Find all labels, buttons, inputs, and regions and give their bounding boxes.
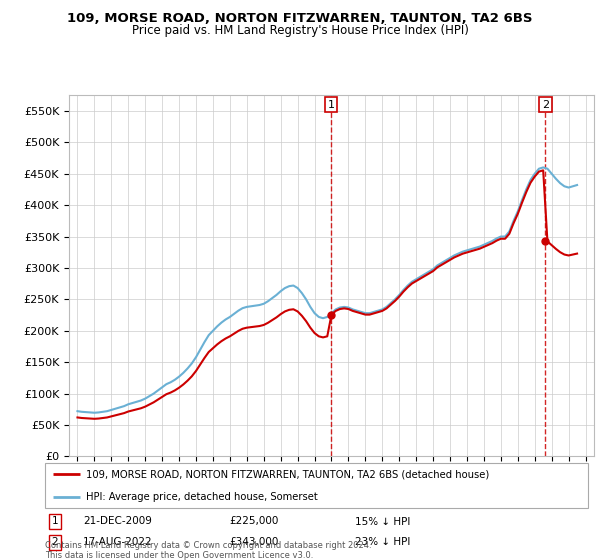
FancyBboxPatch shape xyxy=(45,463,588,508)
Text: £343,000: £343,000 xyxy=(230,537,279,547)
Text: 2: 2 xyxy=(52,537,58,547)
Text: 23% ↓ HPI: 23% ↓ HPI xyxy=(355,537,410,547)
Text: 109, MORSE ROAD, NORTON FITZWARREN, TAUNTON, TA2 6BS (detached house): 109, MORSE ROAD, NORTON FITZWARREN, TAUN… xyxy=(86,469,489,479)
Text: 17-AUG-2022: 17-AUG-2022 xyxy=(83,537,152,547)
Text: 21-DEC-2009: 21-DEC-2009 xyxy=(83,516,152,526)
Text: £225,000: £225,000 xyxy=(230,516,279,526)
Text: Contains HM Land Registry data © Crown copyright and database right 2024.
This d: Contains HM Land Registry data © Crown c… xyxy=(45,540,371,560)
Text: Price paid vs. HM Land Registry's House Price Index (HPI): Price paid vs. HM Land Registry's House … xyxy=(131,24,469,36)
Text: HPI: Average price, detached house, Somerset: HPI: Average price, detached house, Some… xyxy=(86,492,317,502)
Text: 1: 1 xyxy=(52,516,58,526)
Text: 15% ↓ HPI: 15% ↓ HPI xyxy=(355,516,410,526)
Text: 1: 1 xyxy=(328,100,334,110)
Text: 2: 2 xyxy=(542,100,549,110)
Text: 109, MORSE ROAD, NORTON FITZWARREN, TAUNTON, TA2 6BS: 109, MORSE ROAD, NORTON FITZWARREN, TAUN… xyxy=(67,12,533,25)
